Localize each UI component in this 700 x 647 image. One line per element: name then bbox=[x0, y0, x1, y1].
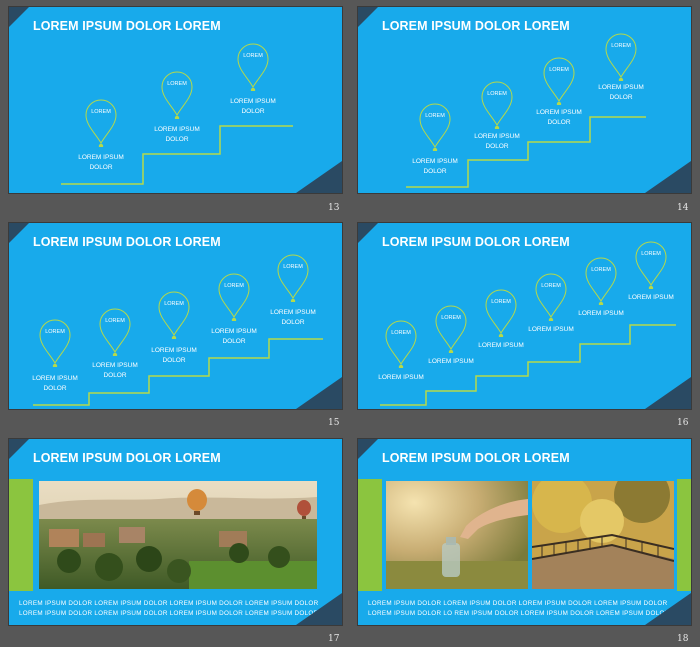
slide-number: 14 bbox=[677, 203, 689, 213]
slide-title: LOREM IPSUM DOLOR LOREM bbox=[33, 235, 221, 249]
map-pin-icon: LOREM bbox=[38, 317, 72, 369]
map-pin-icon: LOREM bbox=[434, 303, 468, 355]
hand-bottle-photo bbox=[384, 479, 530, 591]
pin-label: LOREM bbox=[45, 329, 65, 335]
slide-number: 13 bbox=[328, 203, 340, 213]
step-label: LOREM IPSUM bbox=[528, 326, 574, 333]
slide-thumbnail-17[interactable]: LOREM IPSUM DOLOR LOREM bbox=[8, 438, 343, 626]
slide-title: LOREM IPSUM DOLOR LOREM bbox=[382, 235, 570, 249]
map-pin-icon: LOREM bbox=[384, 318, 418, 370]
pin-label: LOREM bbox=[487, 91, 507, 97]
step-label: LOREM IPSUM bbox=[578, 310, 624, 317]
slide-title: LOREM IPSUM DOLOR LOREM bbox=[33, 19, 221, 33]
corner-decoration bbox=[296, 377, 342, 409]
green-accent-bar bbox=[358, 479, 382, 591]
map-pin-icon: LOREM bbox=[604, 31, 638, 83]
pin-label: LOREM bbox=[591, 267, 611, 273]
map-pin-icon: LOREM bbox=[160, 69, 194, 121]
staircase-line bbox=[33, 338, 323, 406]
corner-decoration bbox=[645, 593, 691, 625]
pin-label: LOREM bbox=[91, 109, 111, 115]
corner-decoration bbox=[358, 223, 378, 243]
step-label: LOREM IPSUM DOLOR bbox=[211, 328, 257, 345]
map-pin-icon: LOREM bbox=[480, 79, 514, 131]
slide-thumbnail-18[interactable]: LOREM IPSUM DOLOR LOREM bbox=[357, 438, 692, 626]
slide-number: 16 bbox=[677, 418, 689, 428]
step-label: LOREM IPSUM DOLOR bbox=[474, 133, 520, 150]
slide-thumbnail-13[interactable]: LOREM IPSUM DOLOR LOREM LOREM LOREM IPSU… bbox=[8, 6, 343, 194]
map-pin-icon: LOREM bbox=[276, 252, 310, 304]
slide-thumbnail-15[interactable]: LOREM IPSUM DOLOR LOREM LOREM LOREM IPSU… bbox=[8, 222, 343, 410]
slide-number: 18 bbox=[677, 634, 689, 644]
pin-label: LOREM bbox=[243, 53, 263, 59]
step-label: LOREM IPSUM DOLOR bbox=[32, 375, 78, 392]
map-pin-icon: LOREM bbox=[542, 55, 576, 107]
map-pin-icon: LOREM bbox=[217, 271, 251, 323]
slide-thumbnail-16[interactable]: LOREM IPSUM DOLOR LOREM LOREM LOREM IPSU… bbox=[357, 222, 692, 410]
green-accent-bar bbox=[677, 479, 691, 591]
green-accent-bar bbox=[9, 479, 33, 591]
pin-label: LOREM bbox=[224, 283, 244, 289]
step-label: LOREM IPSUM bbox=[378, 374, 424, 381]
corner-decoration bbox=[296, 161, 342, 193]
staircase-line bbox=[61, 125, 293, 185]
pin-label: LOREM bbox=[425, 113, 445, 119]
map-pin-icon: LOREM bbox=[534, 271, 568, 323]
map-pin-icon: LOREM bbox=[584, 255, 618, 307]
corner-decoration bbox=[645, 161, 691, 193]
pin-label: LOREM bbox=[491, 299, 511, 305]
step-label: LOREM IPSUM DOLOR bbox=[154, 126, 200, 143]
map-pin-icon: LOREM bbox=[157, 289, 191, 341]
landscape-photo bbox=[37, 479, 319, 591]
step-label: LOREM IPSUM DOLOR bbox=[230, 98, 276, 115]
map-pin-icon: LOREM bbox=[418, 101, 452, 153]
corner-decoration bbox=[9, 223, 29, 243]
map-pin-icon: LOREM bbox=[84, 97, 118, 149]
pin-label: LOREM bbox=[441, 315, 461, 321]
staircase-line bbox=[380, 324, 676, 406]
slide-thumbnail-14[interactable]: LOREM IPSUM DOLOR LOREM LOREM LOREM IPSU… bbox=[357, 6, 692, 194]
map-pin-icon: LOREM bbox=[98, 306, 132, 358]
pin-label: LOREM bbox=[164, 301, 184, 307]
step-label: LOREM IPSUM DOLOR bbox=[598, 84, 644, 101]
step-label: LOREM IPSUM bbox=[628, 294, 674, 301]
caption-text: LOREM IPSUM DOLOR LOREM IPSUM DOLOR LORE… bbox=[368, 600, 670, 617]
step-label: LOREM IPSUM DOLOR bbox=[536, 109, 582, 126]
map-pin-icon: LOREM bbox=[634, 239, 668, 291]
map-pin-icon: LOREM bbox=[484, 287, 518, 339]
step-label: LOREM IPSUM DOLOR bbox=[151, 347, 197, 364]
slide-title: LOREM IPSUM DOLOR LOREM bbox=[382, 451, 570, 465]
corner-decoration bbox=[9, 7, 29, 27]
staircase-line bbox=[406, 116, 646, 188]
step-label: LOREM IPSUM bbox=[428, 358, 474, 365]
corner-decoration bbox=[296, 593, 342, 625]
step-label: LOREM IPSUM DOLOR bbox=[270, 309, 316, 326]
pin-label: LOREM bbox=[105, 318, 125, 324]
bridge-photo bbox=[530, 479, 676, 591]
step-label: LOREM IPSUM DOLOR bbox=[78, 154, 124, 171]
step-label: LOREM IPSUM DOLOR bbox=[412, 158, 458, 175]
pin-label: LOREM bbox=[549, 67, 569, 73]
corner-decoration bbox=[9, 439, 29, 459]
slide-number: 15 bbox=[328, 418, 340, 428]
corner-decoration bbox=[645, 377, 691, 409]
map-pin-icon: LOREM bbox=[236, 41, 270, 93]
pin-label: LOREM bbox=[641, 251, 661, 257]
caption-text: LOREM IPSUM DOLOR LOREM IPSUM DOLOR LORE… bbox=[19, 600, 319, 617]
pin-label: LOREM bbox=[391, 330, 411, 336]
pin-label: LOREM bbox=[167, 81, 187, 87]
pin-label: LOREM bbox=[541, 283, 561, 289]
pin-label: LOREM bbox=[283, 264, 303, 270]
step-label: LOREM IPSUM DOLOR bbox=[92, 362, 138, 379]
slide-number: 17 bbox=[328, 634, 340, 644]
slide-title: LOREM IPSUM DOLOR LOREM bbox=[33, 451, 221, 465]
pin-label: LOREM bbox=[611, 43, 631, 49]
step-label: LOREM IPSUM bbox=[478, 342, 524, 349]
slide-title: LOREM IPSUM DOLOR LOREM bbox=[382, 19, 570, 33]
corner-decoration bbox=[358, 439, 378, 459]
corner-decoration bbox=[358, 7, 378, 27]
